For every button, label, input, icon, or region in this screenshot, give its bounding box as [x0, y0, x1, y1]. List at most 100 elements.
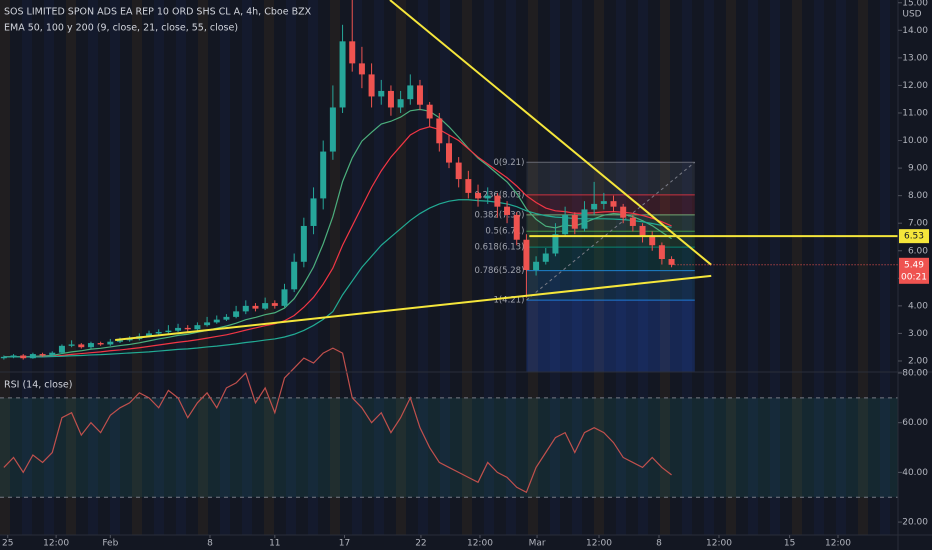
candle-body [455, 162, 462, 180]
candle-body [629, 217, 636, 226]
y-tick-label: 40.00 [902, 468, 928, 478]
session-stripe [198, 0, 208, 535]
candle-body [436, 118, 443, 144]
candle-body [533, 261, 540, 271]
x-tick-label: 25 [2, 539, 13, 549]
session-stripe [748, 0, 758, 535]
y-tick-label: 3.00 [908, 329, 928, 339]
session-stripe [462, 0, 472, 535]
x-tick-label: 22 [415, 539, 426, 549]
y-tick-label: 7.00 [908, 219, 928, 229]
candle-body [97, 343, 104, 345]
session-stripe [220, 0, 230, 535]
y-tick-label: 11.00 [902, 108, 928, 118]
candle-body [407, 85, 414, 100]
session-stripe [44, 0, 54, 535]
y-tick-label: 4.00 [908, 301, 928, 311]
session-stripe [396, 0, 406, 535]
candle-body [600, 201, 607, 204]
candle-body [300, 225, 307, 262]
candle-body [310, 198, 317, 226]
rsi-band [0, 397, 898, 498]
fib-band [526, 214, 695, 232]
y-tick-label: 14.00 [902, 26, 928, 36]
fib-label: 0.618(6.13) [475, 243, 525, 253]
session-stripe [286, 0, 296, 535]
candle-body [271, 303, 278, 306]
x-tick-label: 15 [784, 539, 795, 549]
candle-body [242, 305, 249, 312]
candle-body [126, 338, 133, 341]
y-tick-label: 6.00 [908, 246, 928, 256]
session-stripe [374, 0, 384, 535]
candle-body [291, 261, 298, 290]
candle-body [339, 41, 346, 108]
candle-body [87, 343, 94, 348]
session-stripe [0, 0, 10, 535]
candle-body [591, 203, 598, 210]
session-stripe [440, 0, 450, 535]
candle-body [620, 206, 627, 218]
candle-body [155, 332, 162, 334]
candle-body [213, 319, 220, 323]
candle-body [523, 239, 530, 271]
session-stripe [792, 0, 802, 535]
candle-body [571, 214, 578, 229]
candle-body [542, 253, 549, 262]
fib-band [526, 162, 695, 195]
x-tick-label: 12:00 [467, 539, 493, 549]
candle-body [504, 206, 511, 215]
candle-body [116, 340, 123, 342]
candle-body [358, 63, 365, 75]
y-tick-label: 13.00 [902, 53, 928, 63]
candle-body [39, 354, 46, 356]
y-tick-label: 8.00 [908, 191, 928, 201]
candle-body [49, 352, 56, 356]
session-stripe [638, 0, 648, 535]
candle-body [649, 236, 656, 246]
candle-body [397, 99, 404, 108]
session-stripe [22, 0, 32, 535]
candle-body [494, 195, 501, 207]
candle-body [562, 214, 569, 235]
session-stripe [352, 0, 362, 535]
session-stripe [66, 0, 76, 535]
session-stripe [682, 0, 692, 535]
candle-body [184, 327, 191, 330]
candle-body [175, 327, 182, 331]
session-stripe [242, 0, 252, 535]
session-stripe [550, 0, 560, 535]
session-stripe [814, 0, 824, 535]
session-stripe [154, 0, 164, 535]
session-shading [0, 0, 890, 535]
rsi-line [3, 347, 672, 494]
session-stripe [110, 0, 120, 535]
rsi-label: RSI (14, close) [4, 380, 72, 391]
candle-body [484, 195, 491, 199]
session-stripe [88, 0, 98, 535]
candle-body [78, 344, 85, 348]
fib-extension [526, 300, 695, 372]
fib-label: 0.5(6.71) [485, 227, 524, 237]
candle-body [329, 107, 336, 152]
candle-body [513, 214, 520, 240]
currency: USD [902, 10, 921, 20]
last-price-tag [899, 257, 929, 284]
x-tick-label: 8 [656, 539, 662, 549]
session-stripe [572, 0, 582, 535]
candle-body [639, 225, 646, 237]
candle-body [58, 345, 65, 353]
ema-line [3, 126, 672, 358]
x-tick-label: 11 [269, 539, 280, 549]
candle-body [146, 333, 153, 337]
candle-body [368, 74, 375, 97]
candle-body [446, 143, 452, 163]
y-tick-label: 2.00 [908, 356, 928, 366]
fib-label: 0.786(5.28) [475, 266, 525, 276]
candle-body [416, 85, 423, 105]
candle-body [262, 303, 269, 309]
candle-body [233, 311, 240, 317]
candle-body [378, 90, 385, 97]
y-tick-label: 9.00 [908, 164, 928, 174]
